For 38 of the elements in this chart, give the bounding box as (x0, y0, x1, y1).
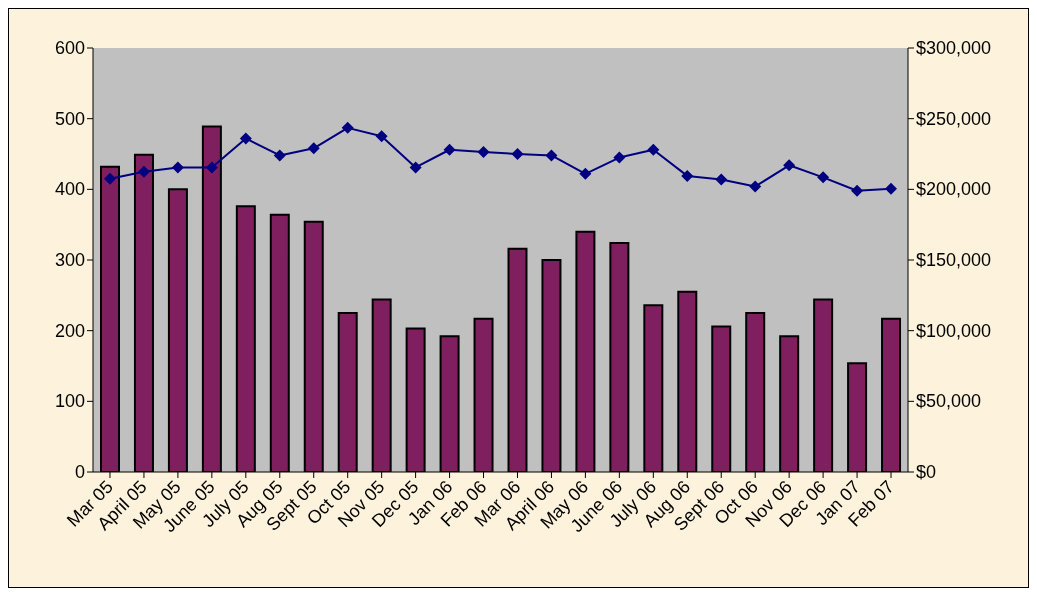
point (137, 165, 150, 178)
point (545, 149, 558, 162)
y2-tick-label: $100,000 (916, 320, 992, 341)
point (783, 159, 796, 172)
point (409, 161, 422, 174)
point (579, 167, 592, 180)
point (477, 145, 490, 158)
point (103, 172, 116, 185)
y-tick-label: 100 (54, 391, 85, 412)
y-tick-label: 200 (54, 320, 85, 341)
point (443, 143, 456, 156)
point (511, 148, 524, 160)
y-tick-label: 500 (54, 108, 85, 129)
point (205, 161, 218, 174)
y2-tick-label: $0 (916, 462, 937, 482)
y-tick-label: 300 (54, 250, 85, 270)
y2-tick-label: $200,000 (916, 179, 992, 200)
point (885, 182, 898, 195)
point (851, 184, 864, 197)
point (613, 151, 626, 164)
point (681, 169, 694, 182)
point (375, 130, 388, 143)
y-tick-label: 0 (74, 462, 85, 482)
point (273, 149, 286, 162)
y-tick-label: 600 (54, 38, 85, 58)
y2-tick-label: $50,000 (916, 391, 982, 412)
point (171, 161, 184, 174)
y2-tick-label: $300,000 (916, 38, 992, 58)
point (341, 121, 354, 134)
point (307, 142, 320, 155)
point (647, 143, 660, 156)
point (239, 132, 252, 145)
point (817, 171, 830, 184)
y2-tick-label: $250,000 (916, 108, 992, 129)
point (715, 173, 728, 186)
y2-tick-label: $150,000 (916, 250, 992, 270)
point (749, 180, 762, 193)
y-tick-label: 400 (54, 179, 85, 200)
